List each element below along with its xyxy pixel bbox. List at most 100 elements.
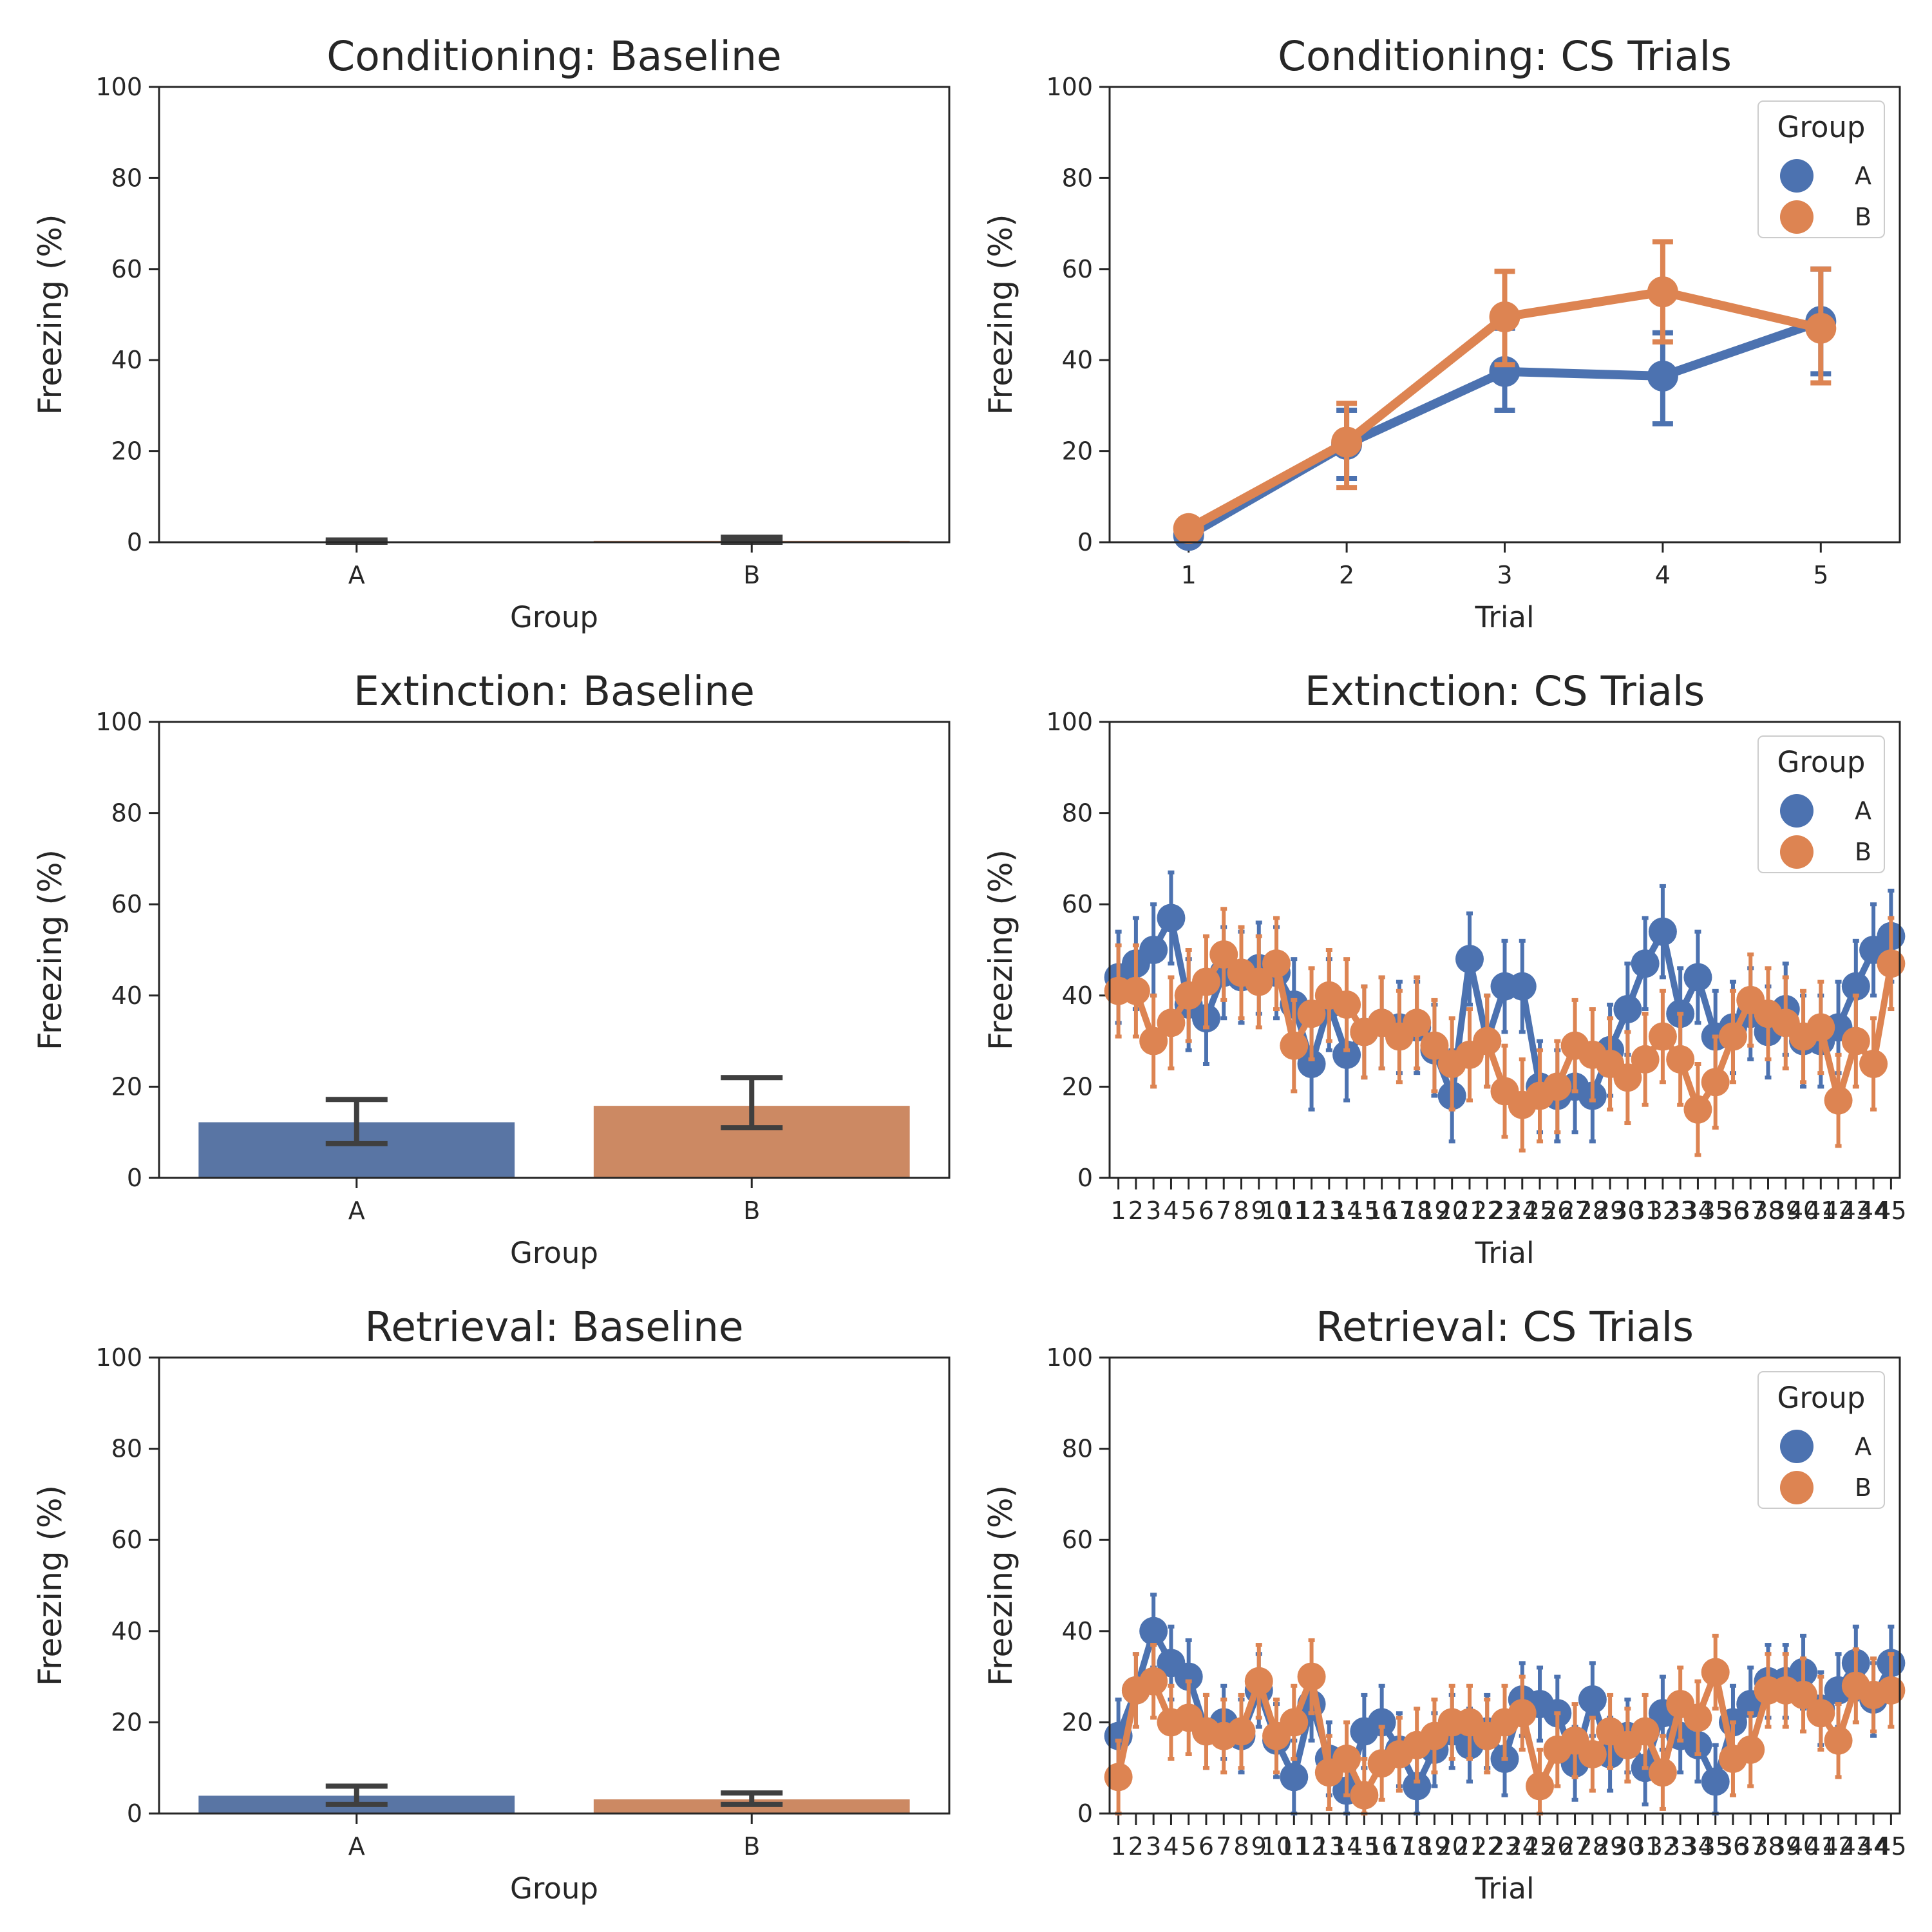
legend-label-B: B <box>1855 1473 1871 1502</box>
x-tick-label: 14 <box>1331 1197 1362 1225</box>
data-point <box>1297 999 1326 1028</box>
x-tick-label: 6 <box>1198 1197 1214 1225</box>
x-tick-label: 35 <box>1700 1832 1731 1861</box>
x-tick-label: 16 <box>1366 1197 1397 1225</box>
x-tick-label: 42 <box>1823 1832 1853 1861</box>
data-point <box>1647 276 1678 308</box>
legend: Group AB <box>1757 100 1885 238</box>
y-tick-label: 60 <box>111 890 142 918</box>
x-tick-label: 34 <box>1682 1832 1713 1861</box>
y-tick-label: 20 <box>111 1072 142 1101</box>
data-point <box>1104 1763 1133 1792</box>
x-tick-label: 17 <box>1384 1197 1415 1225</box>
y-tick-label: 40 <box>111 1617 142 1645</box>
legend-label-A: A <box>1855 797 1871 825</box>
y-axis-label: Freezing (%) <box>982 1485 1019 1686</box>
y-tick-label: 0 <box>127 1164 142 1192</box>
x-tick-label: 18 <box>1401 1832 1432 1861</box>
x-tick-label: 29 <box>1595 1832 1625 1861</box>
x-axis-label: Trial <box>1475 1871 1535 1906</box>
x-tick-label: 6 <box>1198 1832 1214 1861</box>
x-tick-label: 37 <box>1735 1197 1766 1225</box>
x-tick-label: 25 <box>1524 1197 1555 1225</box>
y-tick-label: 80 <box>1062 164 1093 192</box>
series-B <box>1173 239 1837 544</box>
data-point <box>1262 949 1291 978</box>
y-tick-label: 40 <box>1062 346 1093 374</box>
x-tick-label: 32 <box>1647 1832 1678 1861</box>
data-point <box>1631 1045 1660 1074</box>
data-point <box>1736 1735 1765 1764</box>
data-point <box>1877 949 1906 978</box>
data-point <box>1701 1767 1730 1796</box>
data-point <box>1647 360 1678 392</box>
data-point <box>1824 1726 1853 1755</box>
data-point <box>1648 1022 1677 1051</box>
x-tick-label: 39 <box>1770 1197 1801 1225</box>
x-tick-label: 14 <box>1331 1832 1362 1861</box>
x-tick-label: 27 <box>1559 1197 1590 1225</box>
y-tick-label: 60 <box>111 1526 142 1554</box>
y-axis-label: Freezing (%) <box>32 1485 69 1686</box>
y-tick-label: 0 <box>127 1799 142 1828</box>
y-tick-label: 40 <box>1062 981 1093 1010</box>
x-tick-label: A <box>348 1197 365 1225</box>
data-point <box>1280 1763 1309 1792</box>
data-point <box>1508 972 1537 1001</box>
data-point <box>1455 945 1484 974</box>
data-point <box>1403 1772 1432 1801</box>
y-tick-label: 20 <box>1062 437 1093 466</box>
data-point <box>1191 967 1220 996</box>
y-axis-label: Freezing (%) <box>982 214 1019 415</box>
x-tick-label: 43 <box>1841 1197 1871 1225</box>
x-tick-label: 11 <box>1278 1197 1309 1225</box>
chart-title: Retrieval: CS Trials <box>1316 1303 1694 1350</box>
x-tick-label: 2 <box>1339 561 1354 589</box>
x-tick-label: 20 <box>1437 1197 1468 1225</box>
data-point <box>1578 1739 1607 1768</box>
x-tick-label: 30 <box>1612 1832 1643 1861</box>
x-tick-label: 40 <box>1788 1197 1819 1225</box>
series-B <box>1104 907 1906 1157</box>
data-point <box>1631 1717 1660 1746</box>
x-tick-label: 10 <box>1261 1832 1292 1861</box>
chart-panel-6: Retrieval: CS Trials 0 20 40 60 80 100 Freezing… <box>982 1303 1907 1906</box>
data-point <box>1613 1063 1642 1092</box>
data-point <box>1806 1013 1835 1042</box>
data-point <box>1789 1680 1818 1709</box>
data-point <box>1648 917 1677 946</box>
y-tick-label: 100 <box>1046 708 1093 736</box>
x-tick-label: 32 <box>1647 1197 1678 1225</box>
x-tick-label: 33 <box>1665 1832 1696 1861</box>
x-tick-label: 2 <box>1128 1197 1144 1225</box>
x-tick-label: 38 <box>1752 1197 1783 1225</box>
data-point <box>1526 1772 1555 1801</box>
data-point <box>1244 967 1273 996</box>
data-point <box>1508 1699 1537 1728</box>
legend-label-B: B <box>1855 838 1871 866</box>
x-tick-label: 11 <box>1278 1832 1309 1861</box>
x-tick-label: B <box>743 1197 760 1225</box>
x-tick-label: 23 <box>1489 1832 1520 1861</box>
x-tick-label: 37 <box>1735 1832 1766 1861</box>
data-point <box>1613 995 1642 1024</box>
y-tick-label: 0 <box>1077 1164 1093 1192</box>
x-axis-label: Group <box>510 1871 598 1906</box>
x-tick-label: 5 <box>1181 1197 1197 1225</box>
x-tick-label: 5 <box>1181 1832 1197 1861</box>
data-point <box>1227 1717 1256 1746</box>
data-point <box>1805 312 1837 344</box>
y-axis-label: Freezing (%) <box>982 849 1019 1050</box>
x-tick-label: 15 <box>1349 1832 1379 1861</box>
x-tick-label: B <box>743 1832 760 1861</box>
x-tick-label: 31 <box>1629 1832 1660 1861</box>
x-tick-label: 13 <box>1314 1197 1345 1225</box>
x-tick-label: A <box>348 1832 365 1861</box>
x-tick-label: 22 <box>1472 1832 1502 1861</box>
x-tick-label: 1 <box>1111 1197 1126 1225</box>
chart-title: Conditioning: CS Trials <box>1278 33 1732 80</box>
x-tick-label: 5 <box>1813 561 1828 589</box>
y-axis-label: Freezing (%) <box>32 849 69 1050</box>
x-tick-label: 30 <box>1612 1197 1643 1225</box>
x-tick-label: 24 <box>1507 1197 1538 1225</box>
